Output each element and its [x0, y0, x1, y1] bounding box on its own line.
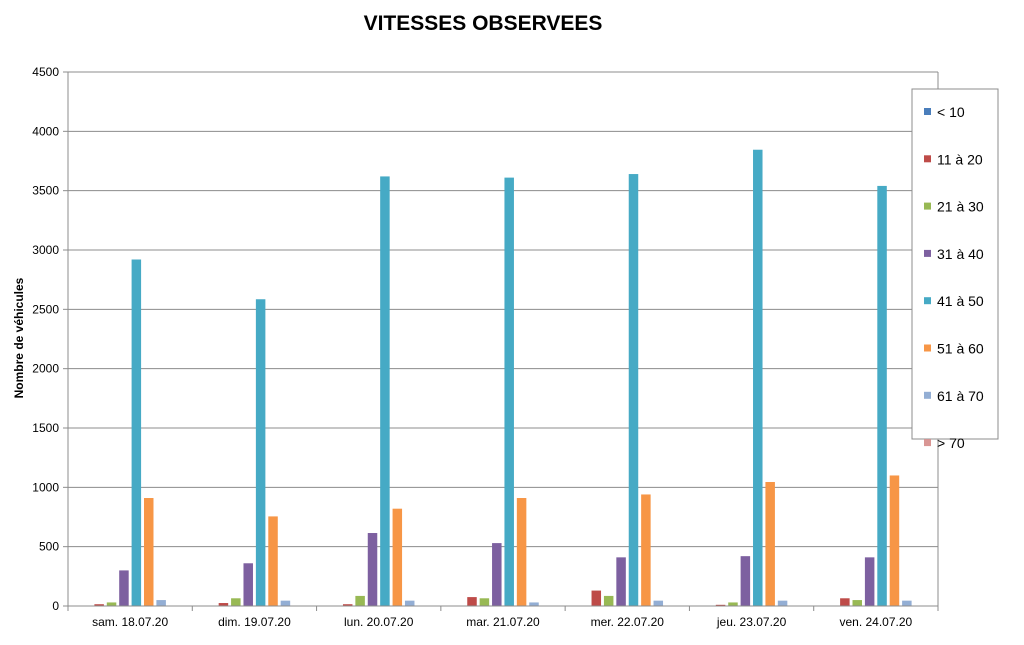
bar-21-30: [355, 595, 365, 606]
bar-21-30: [728, 602, 738, 606]
bar-31-40: [367, 533, 378, 606]
bar-41-50: [380, 176, 390, 606]
legend-box: [911, 88, 999, 440]
bar-11-20: [715, 604, 726, 606]
legend-swatch: [924, 108, 931, 115]
y-tick-label: 0: [52, 599, 59, 613]
y-tick-label: 3000: [32, 243, 59, 257]
bar-11-20: [840, 598, 850, 606]
bar-51-60: [516, 498, 527, 606]
legend-swatch: [924, 155, 931, 163]
legend-label: 31 à 40: [937, 246, 984, 262]
y-tick-label: 500: [39, 540, 59, 554]
bar-61-70: [529, 602, 539, 606]
bar-41-50: [877, 185, 887, 607]
axes: 0 500 1000 1500 2000 2500 3000 3500 4000 4500 sam.…: [32, 65, 939, 629]
bar-31-40: [492, 543, 502, 606]
chart-title: VITESSES OBSERVEES: [363, 12, 603, 35]
legend-swatch: [924, 344, 931, 352]
bar-41-50: [753, 149, 763, 606]
bar-61-70: [653, 600, 664, 606]
bar-31-40: [864, 557, 875, 606]
bar-31-40: [243, 563, 253, 606]
legend-swatch: [924, 202, 931, 210]
bar-61-70: [156, 600, 166, 606]
bar-31-40: [616, 557, 626, 606]
y-tick-label: 4000: [32, 124, 59, 138]
y-tick-label: 2000: [32, 362, 59, 376]
bar-51-60: [392, 508, 403, 606]
bar-21-30: [479, 598, 490, 606]
legend-label: 61 à 70: [937, 388, 984, 404]
bar-41-50: [504, 177, 514, 606]
bar-61-70: [280, 600, 291, 606]
bar-51-60: [765, 481, 775, 606]
bar-41-50: [131, 259, 142, 606]
bar-21-30: [852, 600, 863, 606]
y-tick-label: 2500: [32, 302, 59, 316]
bar-61-70: [404, 600, 415, 606]
bar-61-70: [902, 600, 912, 606]
gridlines: [68, 71, 938, 548]
x-tick-label: sam. 18.07.20: [92, 615, 168, 629]
legend-label: 41 à 50: [937, 293, 984, 309]
bar-51-60: [268, 516, 278, 606]
legend-swatch: [924, 297, 931, 305]
y-tick-label: 3500: [32, 184, 59, 198]
bar-21-30: [106, 602, 117, 606]
bar-11-20: [591, 590, 602, 606]
x-tick-label: mar. 21.07.20: [466, 615, 540, 629]
bar-41-50: [628, 174, 639, 606]
x-tick-label: lun. 20.07.20: [344, 615, 414, 629]
bar-11-20: [94, 604, 104, 606]
bar-51-60: [143, 498, 154, 606]
legend-label: 11 à 20: [937, 151, 983, 167]
bar-41-50: [255, 299, 266, 606]
bars: [81, 149, 925, 607]
bar-51-60: [641, 494, 651, 606]
y-tick-label: 1500: [32, 421, 59, 435]
bar-61-70: [777, 600, 788, 606]
legend-label: 51 à 60: [937, 341, 984, 357]
legend-label: < 10: [937, 104, 965, 120]
y-axis-label: Nombre de véhicules: [12, 277, 26, 398]
bar-31-40: [119, 570, 129, 606]
x-tick-label: dim. 19.07.20: [218, 615, 291, 629]
bar-11-20: [342, 604, 353, 606]
legend-label: 21 à 30: [937, 199, 984, 215]
legend-label: > 70: [937, 435, 965, 451]
legend-swatch: [924, 249, 931, 257]
x-tick-label: mer. 22.07.20: [591, 615, 665, 629]
legend-swatch: [924, 439, 931, 447]
x-tick-label: jeu. 23.07.20: [716, 615, 787, 629]
bar-51-60: [889, 475, 900, 606]
legend-swatch: [924, 391, 931, 399]
y-tick-label: 1000: [32, 480, 59, 494]
y-tick-label: 4500: [32, 65, 59, 79]
bar-31-40: [740, 556, 751, 606]
x-tick-label: ven. 24.07.20: [839, 615, 912, 629]
bar-11-20: [467, 597, 477, 606]
bar-11-20: [218, 603, 229, 606]
bar-21-30: [603, 595, 614, 606]
bar-21-30: [231, 598, 241, 606]
legend: < 10 11 à 20 21 à 30 31 à 40 41 à 50 51 à 60 6…: [911, 88, 999, 451]
